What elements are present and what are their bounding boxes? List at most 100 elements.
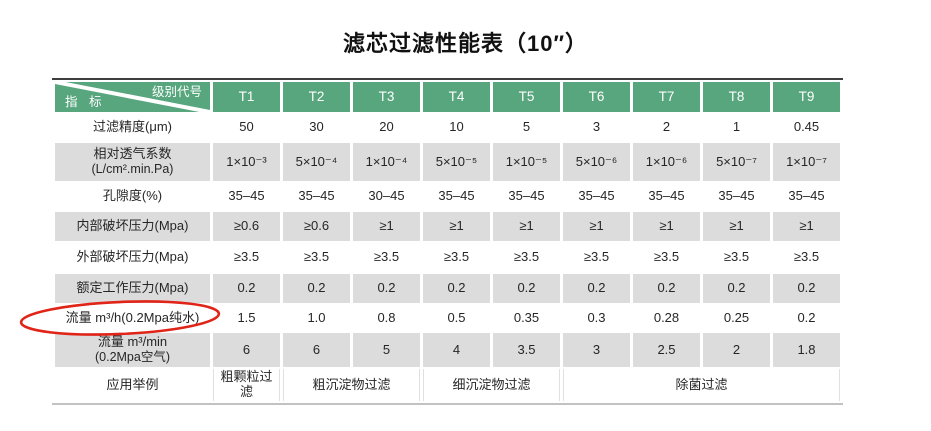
row-porosity: 孔隙度(%) 35–45 35–45 30–45 35–45 35–45 35–…	[55, 183, 840, 210]
cell-value: 0.2	[773, 274, 840, 303]
row-application-examples: 应用举例 粗颗粒过滤 粗沉淀物过滤 细沉淀物过滤 除菌过滤	[55, 369, 840, 401]
row-label: 应用举例	[55, 369, 210, 401]
cell-value: 2.5	[633, 333, 700, 367]
cell-value: ≥1	[633, 212, 700, 241]
cell-value: ≥1	[703, 212, 770, 241]
cell-value: 5×10⁻⁴	[283, 143, 350, 181]
cell-value: 50	[213, 114, 280, 141]
grade-header-t7: T7	[633, 82, 700, 112]
cell-value: 3.5	[493, 333, 560, 367]
cell-value: 30–45	[353, 183, 420, 210]
cell-value: 0.28	[633, 305, 700, 331]
row-relative-permeability: 相对透气系数 (L/cm².min.Pa) 1×10⁻³ 5×10⁻⁴ 1×10…	[55, 143, 840, 181]
cell-value: 0.8	[353, 305, 420, 331]
header-corner-cell: 级别代号 指 标	[55, 82, 210, 112]
cell-value: 2	[703, 333, 770, 367]
cell-value: ≥1	[423, 212, 490, 241]
cell-value: 1	[703, 114, 770, 141]
cell-value: 1.8	[773, 333, 840, 367]
row-internal-burst-pressure: 内部破坏压力(Mpa) ≥0.6 ≥0.6 ≥1 ≥1 ≥1 ≥1 ≥1 ≥1 …	[55, 212, 840, 241]
cell-value: 0.2	[353, 274, 420, 303]
cell-value: ≥3.5	[563, 243, 630, 272]
row-external-burst-pressure: 外部破坏压力(Mpa) ≥3.5 ≥3.5 ≥3.5 ≥3.5 ≥3.5 ≥3.…	[55, 243, 840, 272]
row-label-line2: (L/cm².min.Pa)	[91, 162, 174, 177]
row-flow-rate-water: 流量 m³/h(0.2Mpa纯水) 1.5 1.0 0.8 0.5 0.35 0…	[55, 305, 840, 331]
grade-header-t8: T8	[703, 82, 770, 112]
cell-value: 0.25	[703, 305, 770, 331]
row-label: 内部破坏压力(Mpa)	[55, 212, 210, 241]
cell-value: 5	[493, 114, 560, 141]
cell-value: 1×10⁻⁶	[633, 143, 700, 181]
cell-value: ≥1	[493, 212, 560, 241]
cell-value: 35–45	[773, 183, 840, 210]
cell-value: 2	[633, 114, 700, 141]
cell-value: 6	[213, 333, 280, 367]
cell-value: 35–45	[633, 183, 700, 210]
cell-value: ≥1	[773, 212, 840, 241]
table-bottom-border	[52, 403, 843, 405]
cell-value: 20	[353, 114, 420, 141]
cell-value: ≥3.5	[353, 243, 420, 272]
cell-value: 5	[353, 333, 420, 367]
row-label-line1: 流量 m³/min	[97, 334, 168, 350]
cell-value: 5×10⁻⁶	[563, 143, 630, 181]
cell-value: 0.2	[633, 274, 700, 303]
cell-value: ≥0.6	[213, 212, 280, 241]
diagonal-divider-line	[55, 82, 210, 112]
cell-value: 1×10⁻³	[213, 143, 280, 181]
cell-value: 1×10⁻⁴	[353, 143, 420, 181]
performance-table: 级别代号 指 标 T1 T2 T3 T4 T5 T6 T7 T8 T9 过滤精度…	[52, 78, 846, 405]
application-cell: 粗沉淀物过滤	[283, 369, 420, 401]
cell-value: 0.2	[493, 274, 560, 303]
application-cell: 细沉淀物过滤	[423, 369, 560, 401]
filter-performance-table: 级别代号 指 标 T1 T2 T3 T4 T5 T6 T7 T8 T9 过滤精度…	[52, 80, 843, 403]
cell-value: 35–45	[563, 183, 630, 210]
row-label: 孔隙度(%)	[55, 183, 210, 210]
cell-value: 0.45	[773, 114, 840, 141]
cell-value: ≥3.5	[423, 243, 490, 272]
application-cell: 除菌过滤	[563, 369, 840, 401]
row-label: 过滤精度(μm)	[55, 114, 210, 141]
cell-value: 35–45	[283, 183, 350, 210]
application-cell: 粗颗粒过滤	[213, 369, 280, 401]
cell-value: 35–45	[213, 183, 280, 210]
cell-value: 0.2	[283, 274, 350, 303]
cell-value: 0.2	[703, 274, 770, 303]
cell-value: 0.2	[773, 305, 840, 331]
row-flow-rate-air: 流量 m³/min (0.2Mpa空气) 6 6 5 4 3.5 3 2.5 2…	[55, 333, 840, 367]
cell-value: ≥3.5	[213, 243, 280, 272]
cell-value: 35–45	[493, 183, 560, 210]
cell-value: 0.35	[493, 305, 560, 331]
corner-label-indicator: 指 标	[65, 94, 106, 109]
row-rated-working-pressure: 额定工作压力(Mpa) 0.2 0.2 0.2 0.2 0.2 0.2 0.2 …	[55, 274, 840, 303]
grade-header-t6: T6	[563, 82, 630, 112]
cell-value: 3	[563, 114, 630, 141]
cell-value: ≥3.5	[633, 243, 700, 272]
cell-value: ≥3.5	[283, 243, 350, 272]
cell-value: 0.3	[563, 305, 630, 331]
row-label: 流量 m³/h(0.2Mpa纯水)	[55, 305, 210, 331]
cell-value: 0.2	[563, 274, 630, 303]
cell-value: 0.2	[213, 274, 280, 303]
cell-value: 3	[563, 333, 630, 367]
row-label-line1: 相对透气系数	[93, 146, 172, 162]
cell-value: 35–45	[703, 183, 770, 210]
cell-value: ≥3.5	[773, 243, 840, 272]
cell-value: 5×10⁻⁵	[423, 143, 490, 181]
row-filtration-precision: 过滤精度(μm) 50 30 20 10 5 3 2 1 0.45	[55, 114, 840, 141]
cell-value: 1.5	[213, 305, 280, 331]
cell-value: 5×10⁻⁷	[703, 143, 770, 181]
row-label-line2: (0.2Mpa空气)	[94, 350, 171, 365]
grade-header-t3: T3	[353, 82, 420, 112]
cell-value: 4	[423, 333, 490, 367]
cell-value: ≥3.5	[703, 243, 770, 272]
row-label: 外部破坏压力(Mpa)	[55, 243, 210, 272]
cell-value: ≥1	[353, 212, 420, 241]
cell-value: 30	[283, 114, 350, 141]
cell-value: 1×10⁻⁵	[493, 143, 560, 181]
cell-value: 1×10⁻⁷	[773, 143, 840, 181]
grade-header-t1: T1	[213, 82, 280, 112]
cell-value: ≥0.6	[283, 212, 350, 241]
grade-header-t2: T2	[283, 82, 350, 112]
